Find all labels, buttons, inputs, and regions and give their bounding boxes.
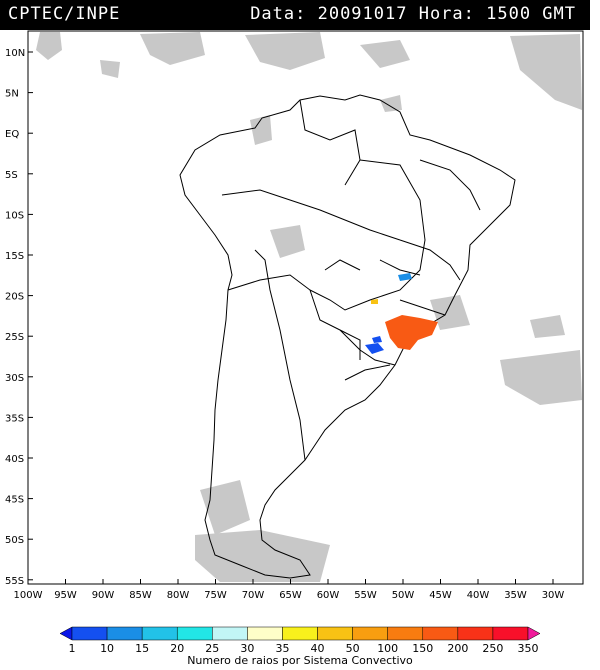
lat-tick-label: 25S	[5, 332, 24, 343]
lightning-systems	[365, 273, 438, 354]
colorbar-label: 250	[482, 642, 503, 655]
lon-tick-label: 100W	[14, 590, 43, 601]
colorbar-label: 20	[170, 642, 184, 655]
lon-tick-label: 35W	[504, 590, 527, 601]
colorbar-label: 10	[100, 642, 114, 655]
colorbar-label: 40	[311, 642, 325, 655]
lon-tick-label: 55W	[354, 590, 377, 601]
map-frame	[27, 30, 584, 585]
colorbar-segment	[247, 626, 283, 641]
lon-tick-label: 60W	[317, 590, 340, 601]
title-bar: CPTEC/INPE Data: 20091017 Hora: 1500 GMT	[0, 0, 590, 30]
lat-tick-label: 35S	[5, 413, 24, 424]
lat-tick-label: 10N	[5, 48, 25, 59]
colorbar-segment	[106, 626, 143, 641]
colorbar-segment	[212, 626, 248, 641]
lon-tick-label: 80W	[167, 590, 190, 601]
lon-tick-label: 50W	[392, 590, 415, 601]
latitude-ticks: 10N 5N EQ 5S 10S 15S 20S 25S 30S 35S 40S 45S 50S 55S	[5, 48, 33, 587]
lat-tick-label: 20S	[5, 292, 24, 303]
longitude-ticks: 100W 95W 90W 85W 80W 75W 70W 65W 60W 55W 50W 45W 40W…	[14, 579, 565, 601]
lightning-cluster-blue-2	[372, 336, 382, 343]
colorbar-label: 30	[240, 642, 254, 655]
colorbar-title: Numero de raios por Sistema Convectivo	[187, 654, 413, 667]
colorbar-segment	[387, 626, 424, 641]
colorbar-label: 15	[135, 642, 149, 655]
lightning-cluster-blue-3	[398, 273, 412, 281]
lat-tick-label: 50S	[5, 535, 24, 546]
lat-tick-label: 55S	[5, 576, 24, 587]
lat-tick-label: 15S	[5, 251, 24, 262]
colorbar-label: 1	[69, 642, 76, 655]
colorbar-label: 350	[518, 642, 539, 655]
agency-title: CPTEC/INPE	[8, 4, 121, 24]
lon-tick-label: 75W	[204, 590, 227, 601]
colorbar-label: 35	[275, 642, 289, 655]
colorbar-segment	[59, 626, 73, 641]
coastlines	[179, 94, 516, 579]
lon-tick-label: 70W	[242, 590, 265, 601]
colorbar-segment	[527, 626, 541, 641]
datetime-title: Data: 20091017 Hora: 1500 GMT	[250, 4, 576, 24]
colorbar-segment	[422, 626, 459, 641]
lightning-cluster-orange	[385, 315, 438, 350]
colorbar-segment	[282, 626, 318, 641]
lon-tick-label: 45W	[429, 590, 452, 601]
colorbar-segment	[352, 626, 388, 641]
lightning-cluster-yellow	[371, 299, 378, 304]
lon-tick-label: 95W	[54, 590, 77, 601]
colorbar-segment	[317, 626, 353, 641]
lightning-cluster-blue-1	[365, 343, 384, 354]
lon-tick-label: 90W	[92, 590, 115, 601]
colorbar-label: 100	[377, 642, 398, 655]
colorbar-segment	[176, 626, 213, 641]
colorbar-segment	[457, 626, 494, 641]
lat-tick-label: EQ	[5, 129, 19, 140]
colorbar-label: 25	[205, 642, 219, 655]
lat-tick-label: 30S	[5, 373, 24, 384]
lon-tick-label: 65W	[279, 590, 302, 601]
lat-tick-label: 5N	[5, 89, 19, 100]
lat-tick-label: 45S	[5, 495, 24, 506]
colorbar-segment	[492, 626, 529, 641]
colorbar-label: 200	[447, 642, 468, 655]
colorbar-segment	[141, 626, 178, 641]
lat-tick-label: 5S	[5, 170, 18, 181]
cloud-cover	[36, 32, 582, 582]
lon-tick-label: 40W	[467, 590, 490, 601]
colorbar: 1 10 15 20 25 30 35 40 50 100 150 200 250 350 Numero d…	[59, 626, 541, 667]
lat-tick-label: 10S	[5, 210, 24, 221]
colorbar-label: 50	[346, 642, 360, 655]
lat-tick-label: 40S	[5, 454, 24, 465]
lon-tick-label: 30W	[542, 590, 565, 601]
colorbar-segment	[71, 626, 108, 641]
colorbar-label: 150	[412, 642, 433, 655]
lon-tick-label: 85W	[129, 590, 152, 601]
